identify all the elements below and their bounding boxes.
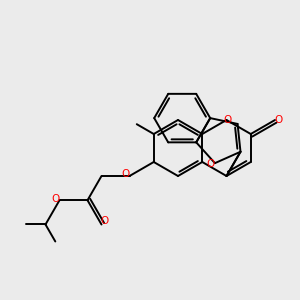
Text: O: O: [224, 115, 232, 125]
Text: O: O: [100, 217, 109, 226]
Text: O: O: [275, 115, 283, 125]
Text: O: O: [122, 169, 130, 179]
Text: O: O: [207, 159, 215, 169]
Text: O: O: [51, 194, 60, 204]
